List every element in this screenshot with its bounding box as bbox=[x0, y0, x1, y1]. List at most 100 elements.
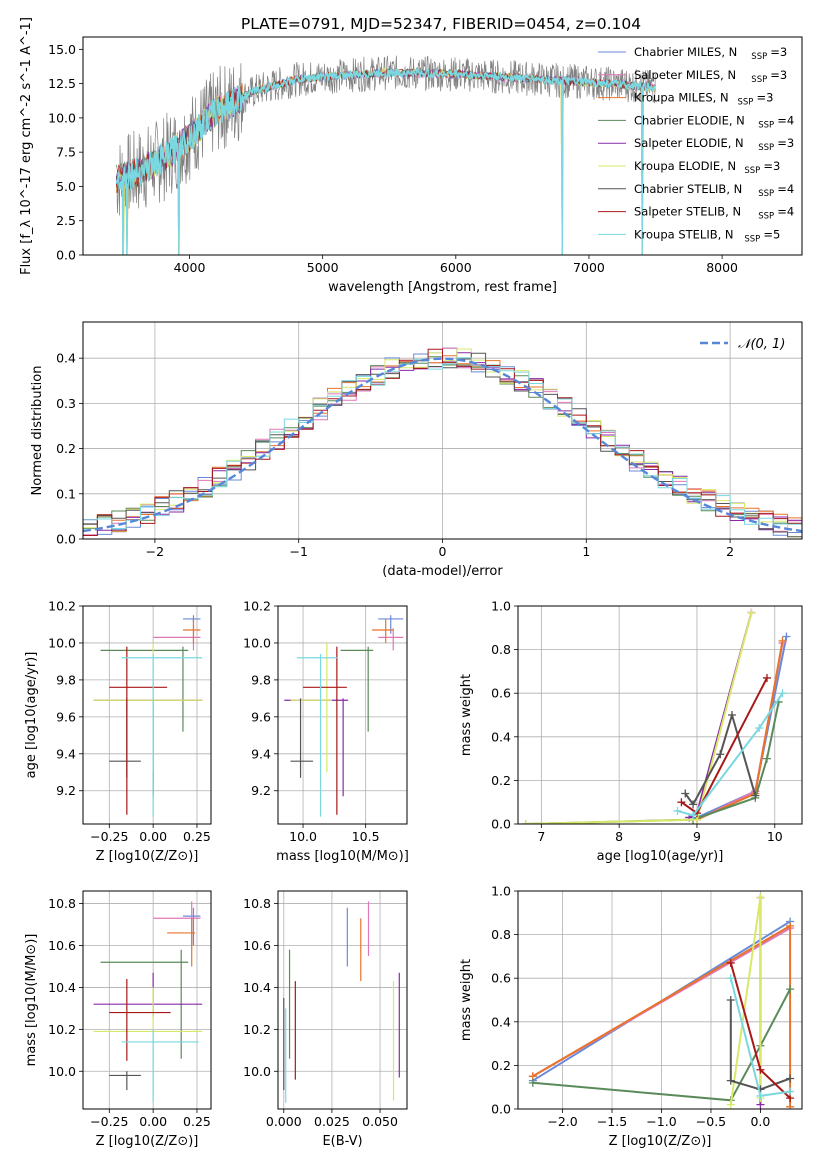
weight-line-3 bbox=[525, 701, 780, 824]
x-tick-label: 0.00 bbox=[139, 829, 167, 844]
y-tick-label: 1.0 bbox=[491, 884, 511, 899]
x-tick-label: −2 bbox=[146, 544, 164, 559]
y-tick-label: 9.4 bbox=[56, 746, 76, 761]
weight-marker bbox=[673, 806, 682, 815]
x-tick-label: −1.5 bbox=[597, 1114, 627, 1129]
weight-marker bbox=[727, 711, 736, 719]
x-tick-label: −0.25 bbox=[90, 1114, 128, 1129]
weight-marker bbox=[756, 1065, 765, 1074]
y-tick-label: 0.6 bbox=[491, 686, 511, 701]
axes-frame bbox=[82, 605, 212, 825]
legend-label: Chabrier STELIB, N bbox=[634, 182, 742, 196]
weight-marker bbox=[786, 985, 795, 994]
legend-subscript: SSP bbox=[758, 212, 774, 222]
axes-frame bbox=[82, 36, 803, 256]
y-tick-label: 9.2 bbox=[251, 783, 271, 798]
legend-nssp: =4 bbox=[777, 113, 794, 127]
x-tick-label: −1.0 bbox=[646, 1114, 676, 1129]
axes-frame bbox=[82, 321, 803, 540]
legend-subscript: SSP bbox=[751, 75, 767, 85]
x-tick-label: −0.25 bbox=[90, 829, 128, 844]
x-tick-label: 0.025 bbox=[314, 1114, 350, 1129]
legend-subscript: SSP bbox=[744, 166, 760, 176]
y-tick-label: 10.0 bbox=[48, 1064, 76, 1079]
y-tick-label: 7.5 bbox=[56, 145, 76, 160]
weight-marker bbox=[528, 1078, 537, 1087]
weight-marker bbox=[726, 958, 735, 967]
y-tick-label: 9.2 bbox=[56, 783, 76, 798]
x-axis-label: age [log10(age/yr)] bbox=[597, 849, 724, 864]
y-tick-label: 5.0 bbox=[56, 179, 76, 194]
weight-marker bbox=[681, 789, 690, 798]
axes-frame bbox=[517, 890, 803, 1110]
normal-curve bbox=[83, 357, 802, 533]
x-tick-label: 2 bbox=[726, 544, 734, 559]
x-axis-label: E(B-V) bbox=[322, 1134, 362, 1149]
x-tick-label: 10.0 bbox=[289, 829, 317, 844]
legend-label: Salpeter STELIB, N bbox=[634, 205, 741, 219]
weight-marker bbox=[726, 1100, 735, 1109]
mass-vs-EBV-plot-area bbox=[283, 901, 400, 1103]
age-vs-Z-panel: −0.25 0.00 0.25 9.2 9.4 9.6 9.8 10.0 10.2 Z [log1… bbox=[24, 599, 212, 864]
x-tick-label: 5000 bbox=[307, 260, 339, 275]
legend-label: Kroupa MILES, N bbox=[634, 91, 729, 105]
x-axis-label: (data-model)/error bbox=[382, 564, 503, 579]
weight-line-3 bbox=[532, 988, 791, 1102]
weight-vs-age-plot-area bbox=[521, 608, 791, 824]
x-tick-label: 8000 bbox=[706, 260, 738, 275]
weight-marker bbox=[755, 724, 764, 733]
y-tick-label: 0.8 bbox=[491, 642, 511, 657]
y-tick-label: 2.5 bbox=[56, 213, 76, 228]
y-tick-label: 15.0 bbox=[48, 42, 76, 57]
legend-subscript: SSP bbox=[744, 234, 760, 244]
axes-frame bbox=[277, 890, 408, 1110]
y-tick-label: 0.2 bbox=[56, 441, 76, 456]
x-tick-label: 10.5 bbox=[352, 829, 380, 844]
legend-subscript: SSP bbox=[758, 143, 774, 153]
x-tick-label: 1 bbox=[582, 544, 590, 559]
x-axis-label: Z [log10(Z/Z⊙)] bbox=[609, 1134, 712, 1149]
x-tick-label: 0.25 bbox=[183, 829, 211, 844]
axes-frame bbox=[82, 890, 212, 1110]
x-tick-label: 0.25 bbox=[183, 1114, 211, 1129]
mass-vs-Z-panel: −0.25 0.00 0.25 10.0 10.2 10.4 10.6 10.8 Z [log1… bbox=[24, 890, 212, 1149]
weight-vs-Z-panel: −2.0 −1.5 −1.0 −0.5 0.0 0.0 0.2 0.4 0.6 0.8 1.0 Z [… bbox=[459, 884, 803, 1149]
y-tick-label: 10.0 bbox=[48, 110, 76, 125]
y-axis-label: mass [log10(M/M⊙)] bbox=[24, 934, 39, 1067]
weight-marker bbox=[751, 791, 760, 800]
legend-nssp: =3 bbox=[763, 159, 780, 173]
x-axis-label: wavelength [Angstrom, rest frame] bbox=[328, 280, 557, 295]
y-tick-label: 10.2 bbox=[48, 1022, 76, 1037]
y-axis-label: Normed distribution bbox=[30, 366, 45, 496]
x-tick-label: 0.000 bbox=[266, 1114, 302, 1129]
y-tick-label: 10.2 bbox=[48, 599, 76, 614]
legend-nssp: =4 bbox=[777, 205, 794, 219]
residuals-panel: −2 −1 0 1 2 0.0 0.1 0.2 0.3 0.4 (data-model)/error… bbox=[30, 321, 803, 579]
observed-spectrum-line bbox=[115, 55, 656, 255]
y-tick-label: 10.0 bbox=[243, 635, 271, 650]
y-tick-label: 0.4 bbox=[491, 1014, 511, 1029]
y-tick-label: 10.4 bbox=[243, 980, 271, 995]
weight-marker bbox=[689, 811, 698, 820]
legend-label: Salpeter ELODIE, N bbox=[634, 136, 744, 150]
y-tick-label: 0.3 bbox=[56, 396, 76, 411]
legend-label: Kroupa ELODIE, N bbox=[634, 159, 736, 173]
x-tick-label: 4000 bbox=[174, 260, 206, 275]
weight-marker bbox=[689, 800, 698, 809]
spectrum-plot-area bbox=[115, 55, 657, 255]
y-tick-label: 10.6 bbox=[48, 938, 76, 953]
weight-marker bbox=[726, 974, 735, 983]
legend-label: Salpeter MILES, N bbox=[634, 68, 736, 82]
y-tick-label: 0.2 bbox=[491, 773, 511, 788]
y-axis-label: mass weight bbox=[459, 674, 474, 756]
weight-marker bbox=[782, 632, 791, 641]
weight-marker bbox=[726, 1076, 735, 1085]
age-vs-mass-plot-area bbox=[284, 615, 404, 817]
weight-marker bbox=[762, 673, 771, 682]
mass-vs-Z-plot-area bbox=[93, 901, 203, 1103]
y-tick-label: 9.6 bbox=[251, 709, 271, 724]
y-tick-label: 10.8 bbox=[243, 896, 271, 911]
legend-label: Chabrier ELODIE, N bbox=[634, 113, 745, 127]
weight-marker bbox=[778, 636, 787, 645]
y-tick-label: 10.0 bbox=[48, 635, 76, 650]
